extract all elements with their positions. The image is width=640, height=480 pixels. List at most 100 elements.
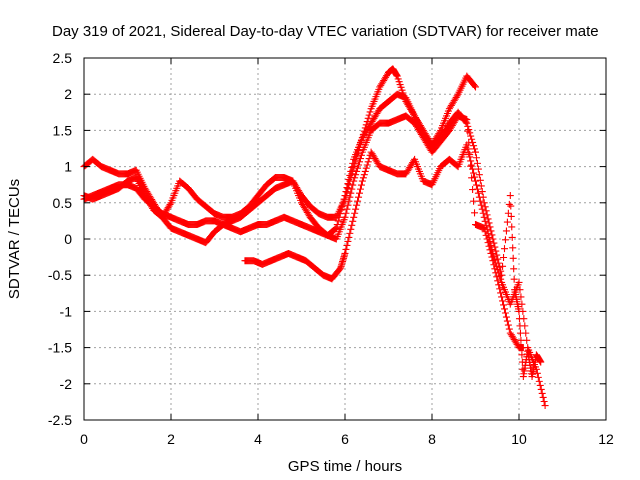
data-point — [501, 245, 508, 253]
data-point — [539, 393, 547, 401]
data-point — [344, 179, 352, 187]
data-point — [536, 381, 544, 389]
data-point — [468, 174, 476, 182]
data-point — [350, 177, 358, 185]
data-point — [356, 155, 364, 163]
data-point — [472, 181, 480, 189]
data-point — [497, 275, 505, 283]
data-point — [505, 200, 513, 208]
series-track-d — [241, 141, 549, 410]
data-point — [354, 164, 362, 172]
data-point — [342, 209, 350, 217]
data-point — [350, 213, 358, 221]
y-tick-label: -0.5 — [48, 267, 72, 283]
data-point — [481, 203, 489, 211]
data-point — [355, 161, 363, 169]
y-tick-label: 0.5 — [53, 195, 73, 211]
data-point — [495, 259, 503, 267]
data-point — [534, 373, 542, 381]
data-point — [471, 82, 479, 90]
data-point — [516, 329, 524, 337]
data-point — [470, 142, 478, 150]
data-point — [490, 239, 498, 247]
y-tick-label: -2 — [60, 376, 73, 392]
data-point — [474, 189, 482, 197]
data-point — [515, 307, 523, 315]
data-point — [345, 197, 353, 205]
data-point — [504, 209, 512, 217]
data-point — [467, 132, 475, 140]
data-point — [501, 236, 509, 244]
data-point — [500, 254, 508, 262]
data-point — [463, 141, 471, 149]
data-point — [166, 200, 174, 208]
data-point — [342, 245, 350, 253]
data-point — [493, 273, 501, 281]
chart-title: Day 319 of 2021, Sidereal Day-to-day VTE… — [52, 23, 599, 40]
series-track-e — [472, 148, 545, 381]
x-tick-label: 6 — [341, 431, 349, 447]
data-point — [352, 205, 360, 213]
data-point — [475, 171, 483, 179]
data-point — [489, 235, 497, 243]
data-point — [332, 224, 340, 232]
data-point — [465, 126, 473, 134]
data-point — [341, 213, 349, 221]
data-point — [473, 185, 481, 193]
data-point — [353, 201, 361, 209]
data-point — [499, 297, 507, 305]
y-axis-title: SDTVAR / TECUs — [6, 179, 23, 299]
data-point — [356, 189, 363, 197]
data-point — [476, 197, 484, 205]
x-tick-label: 0 — [80, 431, 88, 447]
data-point — [346, 193, 354, 201]
x-axis-title: GPS time / hours — [288, 458, 402, 475]
data-point — [357, 151, 365, 159]
data-point — [349, 181, 357, 189]
data-point — [486, 223, 494, 231]
data-point — [501, 309, 509, 317]
data-point — [345, 233, 353, 241]
data-point — [515, 278, 523, 286]
data-point — [472, 148, 479, 156]
data-point — [502, 313, 510, 321]
data-point — [505, 325, 513, 333]
data-point — [468, 135, 476, 143]
data-point — [517, 344, 525, 352]
data-point — [491, 243, 499, 251]
data-point — [353, 167, 361, 175]
data-point — [355, 193, 363, 201]
data-point — [359, 174, 367, 182]
data-point — [464, 145, 472, 153]
x-tick-label: 2 — [167, 431, 175, 447]
data-point — [470, 197, 478, 205]
data-point — [497, 267, 505, 275]
data-point — [482, 207, 490, 215]
data-point — [510, 275, 518, 283]
data-point — [343, 241, 351, 249]
x-tick-label: 8 — [428, 431, 436, 447]
data-point — [356, 158, 363, 166]
data-point — [471, 145, 479, 153]
y-tick-label: 2 — [64, 86, 72, 102]
data-point — [471, 209, 479, 217]
data-point — [351, 174, 359, 182]
data-point — [518, 351, 526, 359]
data-point — [357, 181, 365, 189]
data-point — [341, 249, 349, 257]
x-tick-label: 10 — [511, 431, 527, 447]
data-point — [509, 244, 517, 252]
data-point — [464, 127, 472, 135]
data-point — [348, 221, 356, 229]
data-point — [364, 158, 372, 166]
data-point — [360, 171, 368, 179]
data-point — [347, 189, 355, 197]
data-point — [344, 201, 352, 209]
data-point — [497, 289, 505, 297]
data-point — [507, 202, 515, 210]
data-point — [510, 265, 518, 273]
data-point — [345, 175, 353, 183]
data-point — [341, 192, 349, 200]
data-point — [468, 161, 476, 169]
